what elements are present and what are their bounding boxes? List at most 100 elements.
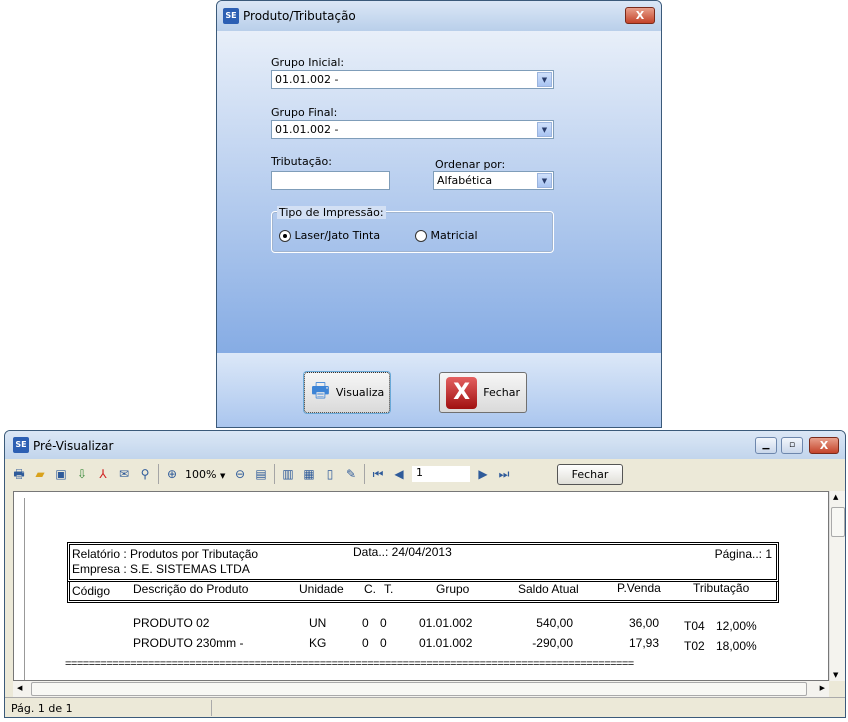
dialog-title: Produto/Tributação xyxy=(243,9,356,23)
separator xyxy=(158,464,159,484)
report-preview-area: Relatório : Produtos por Tributação Data… xyxy=(13,491,829,681)
open-icon[interactable]: ▰ xyxy=(35,467,45,481)
ordenar-select[interactable]: Alfabética ▼ xyxy=(433,171,554,190)
chevron-down-icon: ▼ xyxy=(219,471,226,480)
minimize-button[interactable]: ▁ xyxy=(755,437,777,454)
radio-laser-label: Laser/Jato Tinta xyxy=(294,229,381,242)
app-logo-icon: SE xyxy=(13,437,29,453)
print-icon[interactable]: 🖶 xyxy=(13,467,25,481)
grupo-inicial-value: 01.01.002 - xyxy=(275,73,339,86)
close-window-button[interactable]: X xyxy=(625,7,655,24)
separator xyxy=(274,464,275,484)
page-width-icon[interactable]: ▤ xyxy=(255,467,267,481)
chevron-down-icon[interactable]: ▼ xyxy=(537,72,552,87)
radio-laser-button[interactable] xyxy=(279,230,291,242)
pdf-icon[interactable]: ⅄ xyxy=(99,467,107,481)
app-logo-icon: SE xyxy=(223,8,239,24)
tributacao-input[interactable] xyxy=(271,171,390,190)
last-page-icon[interactable]: ⏭ xyxy=(498,467,510,481)
maximize-button[interactable]: ▫ xyxy=(781,437,803,454)
cell-saldo: 540,00 xyxy=(536,616,573,630)
close-x-icon: X xyxy=(446,376,478,409)
previous-page-icon[interactable]: ◀ xyxy=(394,467,404,481)
dialog-footer: 🖶 Visualiza X Fechar xyxy=(217,353,661,427)
cell-grupo: 01.01.002 xyxy=(419,636,473,650)
visualiza-label: Visualiza xyxy=(335,386,385,399)
grupo-inicial-select[interactable]: 01.01.002 - ▼ xyxy=(271,70,554,89)
dialog-body: Grupo Inicial: 01.01.002 - ▼ Grupo Final:… xyxy=(217,31,661,353)
single-page-icon[interactable]: ▥ xyxy=(282,467,294,481)
cell-c: 0 xyxy=(362,636,369,650)
col-venda: P.Venda xyxy=(617,581,661,595)
ordenar-value: Alfabética xyxy=(437,174,493,187)
find-icon[interactable]: ⚲ xyxy=(140,467,150,481)
fechar-label: Fechar xyxy=(483,386,520,399)
page-status: Pág. 1 de 1 xyxy=(11,702,73,715)
produto-tributacao-dialog: SE Produto/Tributação X Grupo Inicial: 0… xyxy=(216,0,662,428)
next-page-icon[interactable]: ▶ xyxy=(478,467,488,481)
empresa-text: Empresa : S.E. SISTEMAS LTDA xyxy=(72,562,250,576)
first-page-icon[interactable]: ⏮ xyxy=(372,467,384,481)
ordenar-label: Ordenar por: xyxy=(435,158,506,171)
book-icon[interactable]: ▯ xyxy=(326,467,334,481)
chevron-down-icon[interactable]: ▼ xyxy=(537,173,552,188)
cell-unidade: KG xyxy=(309,636,327,650)
close-window-button[interactable]: X xyxy=(809,437,839,454)
email-icon[interactable]: ✉ xyxy=(118,467,130,481)
zoom-in-icon[interactable]: ⊕ xyxy=(166,467,178,481)
separator xyxy=(364,464,365,484)
pagina-text: Página..: 1 xyxy=(714,547,772,561)
pre-visualizar-window: SE Pré-Visualizar ▁ ▫ X 🖶 ▰ ▣ ⇩ ⅄ ✉ ⚲ ⊕ … xyxy=(4,430,846,718)
report-separator: ========================================… xyxy=(65,658,634,670)
title-bar: SE Produto/Tributação X xyxy=(217,1,661,31)
scroll-right-icon[interactable]: ▶ xyxy=(819,684,825,692)
col-codigo: Código xyxy=(72,584,111,598)
cell-descricao: PRODUTO 02 xyxy=(133,616,210,630)
grupo-final-value: 01.01.002 - xyxy=(275,123,339,136)
col-t: T. xyxy=(384,582,394,596)
radio-matricial-button[interactable] xyxy=(415,230,427,242)
scroll-thumb[interactable] xyxy=(831,507,845,537)
radio-matricial[interactable]: Matricial xyxy=(415,229,478,242)
cell-trib-code: T04 xyxy=(684,619,705,633)
title-bar: SE Pré-Visualizar ▁ ▫ X xyxy=(5,431,845,459)
cell-saldo: -290,00 xyxy=(532,636,573,650)
cell-grupo: 01.01.002 xyxy=(419,616,473,630)
export-icon[interactable]: ⇩ xyxy=(76,467,88,481)
report-page: Relatório : Produtos por Tributação Data… xyxy=(24,498,816,680)
relatorio-text: Relatório : Produtos por Tributação xyxy=(72,547,259,561)
col-tributacao: Tributação xyxy=(693,581,750,595)
fechar-button[interactable]: Fechar xyxy=(557,463,623,485)
cell-trib-pct: 18,00% xyxy=(716,639,757,653)
chevron-down-icon[interactable]: ▼ xyxy=(537,122,552,137)
cell-descricao: PRODUTO 230mm - xyxy=(133,636,244,650)
scroll-thumb[interactable] xyxy=(31,682,807,696)
edit-icon[interactable]: ✎ xyxy=(345,467,357,481)
scroll-down-icon[interactable]: ▼ xyxy=(833,671,839,679)
visualiza-button[interactable]: 🖶 Visualiza xyxy=(304,372,390,413)
cell-t: 0 xyxy=(380,616,387,630)
scroll-up-icon[interactable]: ▲ xyxy=(833,493,839,501)
vertical-scrollbar[interactable]: ▲ ▼ xyxy=(829,491,845,681)
multi-page-icon[interactable]: ▦ xyxy=(303,467,315,481)
cell-trib-pct: 12,00% xyxy=(716,619,757,633)
horizontal-scrollbar[interactable]: ◀ ▶ xyxy=(13,681,829,698)
scroll-left-icon[interactable]: ◀ xyxy=(17,684,23,692)
zoom-select[interactable]: 100% ▼ xyxy=(185,468,227,481)
cell-venda: 17,93 xyxy=(628,636,659,650)
col-unidade: Unidade xyxy=(299,582,344,596)
cell-c: 0 xyxy=(362,616,369,630)
grupo-final-select[interactable]: 01.01.002 - ▼ xyxy=(271,120,554,139)
tipo-impressao-group xyxy=(271,211,554,253)
page-number-input[interactable]: 1 xyxy=(412,466,470,482)
cell-unidade: UN xyxy=(309,616,327,630)
save-icon[interactable]: ▣ xyxy=(55,467,67,481)
zoom-out-icon[interactable]: ⊖ xyxy=(234,467,246,481)
radio-laser[interactable]: Laser/Jato Tinta xyxy=(279,229,380,242)
tipo-impressao-label: Tipo de Impressão: xyxy=(277,206,386,219)
divider xyxy=(211,700,212,716)
cell-venda: 36,00 xyxy=(628,616,659,630)
fechar-button[interactable]: X Fechar xyxy=(439,372,527,413)
grupo-inicial-label: Grupo Inicial: xyxy=(271,56,345,69)
cell-t: 0 xyxy=(380,636,387,650)
